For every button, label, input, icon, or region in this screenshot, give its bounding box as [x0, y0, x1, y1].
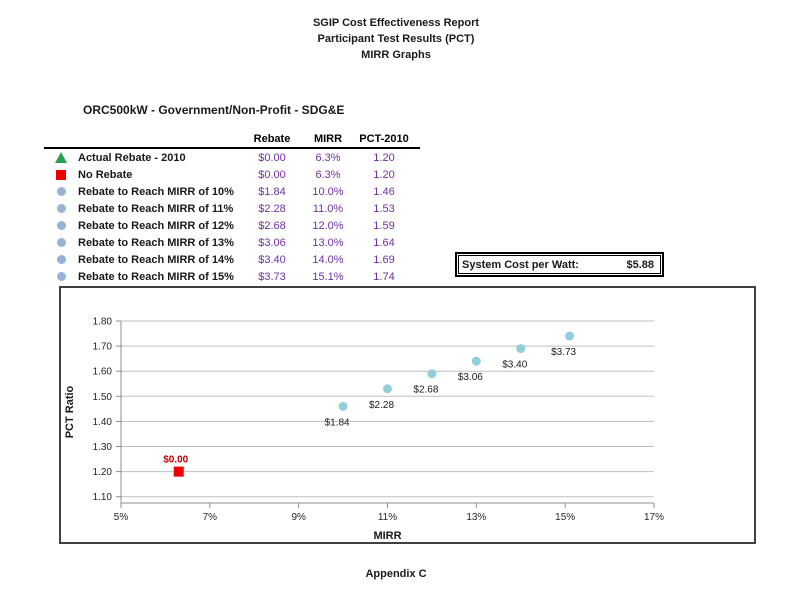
- table-row: Rebate to Reach MIRR of 12% $2.68 12.0% …: [44, 217, 420, 234]
- report-title-line-1: SGIP Cost Effectiveness Report: [312, 17, 480, 29]
- row-pct-value: 1.20: [373, 151, 395, 164]
- column-header-pct-2010: PCT-2010: [359, 132, 409, 145]
- row-rebate-value: $3.73: [258, 270, 286, 283]
- x-tick-label: 15%: [555, 512, 575, 523]
- row-mirr-value: 11.0%: [312, 202, 344, 215]
- report-title-block: SGIP Cost Effectiveness Report Participa…: [0, 15, 792, 63]
- circle-blue-icon: [56, 272, 66, 281]
- table-row: Rebate to Reach MIRR of 10% $1.84 10.0% …: [44, 183, 420, 200]
- row-rebate-value: $2.28: [258, 202, 286, 215]
- row-pct-value: 1.64: [373, 236, 395, 249]
- section-title: ORC500kW - Government/Non-Profit - SDG&E: [83, 103, 345, 117]
- row-mirr-value: 6.3%: [315, 151, 341, 164]
- table-row: Actual Rebate - 2010 $0.00 6.3% 1.20: [44, 149, 420, 166]
- row-rebate-value: $1.84: [258, 185, 286, 198]
- legend-table-body: Actual Rebate - 2010 $0.00 6.3% 1.20 No …: [44, 149, 420, 285]
- data-point-circle: [383, 384, 392, 394]
- column-header-rebate: Rebate: [253, 132, 291, 145]
- data-point-label: $3.73: [551, 347, 576, 358]
- y-tick-label: 1.10: [93, 492, 113, 503]
- row-pct-value: 1.59: [373, 219, 395, 232]
- y-tick-label: 1.50: [93, 392, 113, 403]
- circle-blue-icon: [56, 221, 66, 230]
- mirr-chart: 1.10 1.20 1.30 1.40 1.50 1.60 1.70 1.80 5% 7% 9% 11…: [59, 286, 756, 544]
- system-cost-value: $5.88: [626, 258, 654, 271]
- data-point-circle: [471, 356, 481, 366]
- system-cost-box: System Cost per Watt: $5.88: [455, 252, 664, 277]
- row-label: No Rebate: [78, 168, 133, 181]
- row-rebate-value: $3.40: [258, 253, 286, 266]
- y-axis-title: PCT Ratio: [64, 385, 76, 438]
- data-point-label: $2.68: [413, 385, 438, 396]
- row-mirr-value: 15.1%: [312, 270, 344, 283]
- row-label: Rebate to Reach MIRR of 13%: [78, 236, 234, 249]
- y-tick-label: 1.60: [93, 367, 113, 378]
- triangle-green-icon: [55, 152, 67, 163]
- table-row: Rebate to Reach MIRR of 13% $3.06 13.0% …: [44, 234, 420, 251]
- x-axis-title: MIRR: [373, 530, 401, 542]
- legend-table: Rebate MIRR PCT-2010 Actual Rebate - 201…: [44, 130, 420, 285]
- row-label: Rebate to Reach MIRR of 12%: [78, 219, 234, 232]
- row-mirr-value: 6.3%: [315, 168, 341, 181]
- data-point-circle: [338, 401, 348, 411]
- row-label: Actual Rebate - 2010: [78, 151, 186, 164]
- y-tick-label: 1.70: [93, 342, 113, 353]
- row-rebate-value: $0.00: [258, 168, 286, 181]
- row-label: Rebate to Reach MIRR of 14%: [78, 253, 234, 266]
- x-tick-label: 17%: [644, 512, 664, 523]
- circle-blue-icon: [56, 238, 66, 247]
- circle-blue-icon: [56, 255, 66, 264]
- data-point-square: [173, 466, 184, 477]
- column-header-mirr: MIRR: [313, 132, 343, 145]
- row-pct-value: 1.53: [373, 202, 395, 215]
- scatter-plot: 1.10 1.20 1.30 1.40 1.50 1.60 1.70 1.80 5% 7% 9% 11…: [64, 317, 664, 543]
- row-pct-value: 1.74: [373, 270, 395, 283]
- x-tick-label: 5%: [114, 512, 129, 523]
- data-point-label: $1.84: [325, 417, 350, 428]
- circle-blue-icon: [56, 187, 66, 196]
- report-title-line-2: Participant Test Results (PCT): [317, 33, 475, 45]
- y-tick-label: 1.40: [93, 417, 113, 428]
- data-point-label: $0.00: [163, 455, 188, 466]
- table-row: Rebate to Reach MIRR of 11% $2.28 11.0% …: [44, 200, 420, 217]
- row-label: Rebate to Reach MIRR of 11%: [78, 202, 234, 215]
- row-rebate-value: $3.06: [258, 236, 286, 249]
- x-tick-label: 13%: [466, 512, 486, 523]
- square-red-icon: [56, 169, 66, 180]
- table-row: No Rebate $0.00 6.3% 1.20: [44, 166, 420, 183]
- data-point-circle: [516, 344, 526, 354]
- row-mirr-value: 14.0%: [312, 253, 344, 266]
- row-mirr-value: 12.0%: [312, 219, 344, 232]
- data-point-label: $2.28: [369, 400, 394, 411]
- row-rebate-value: $0.00: [258, 151, 286, 164]
- y-tick-label: 1.30: [93, 442, 113, 453]
- table-row: Rebate to Reach MIRR of 15% $3.73 15.1% …: [44, 268, 420, 285]
- system-cost-label: System Cost per Watt:: [462, 258, 579, 271]
- row-rebate-value: $2.68: [258, 219, 286, 232]
- row-pct-value: 1.20: [373, 168, 395, 181]
- row-mirr-value: 10.0%: [312, 185, 344, 198]
- x-tick-label: 11%: [378, 512, 397, 523]
- x-tick-label: 9%: [291, 512, 306, 523]
- y-tick-label: 1.80: [93, 317, 113, 328]
- row-label: Rebate to Reach MIRR of 10%: [78, 185, 234, 198]
- circle-blue-icon: [56, 204, 66, 213]
- data-point-circle: [427, 369, 437, 379]
- x-tick-label: 7%: [203, 512, 218, 523]
- data-point-label: $3.40: [502, 360, 527, 371]
- y-tick-label: 1.20: [93, 467, 113, 478]
- row-label: Rebate to Reach MIRR of 15%: [78, 270, 234, 283]
- data-point-circle: [565, 331, 575, 341]
- row-mirr-value: 13.0%: [312, 236, 344, 249]
- data-point-label: $3.06: [458, 372, 483, 383]
- report-title-line-3: MIRR Graphs: [361, 49, 431, 61]
- row-pct-value: 1.69: [373, 253, 395, 266]
- page-footer: Appendix C: [365, 568, 427, 580]
- legend-table-header: Rebate MIRR PCT-2010: [44, 130, 420, 149]
- row-pct-value: 1.46: [373, 185, 395, 198]
- table-row: Rebate to Reach MIRR of 14% $3.40 14.0% …: [44, 251, 420, 268]
